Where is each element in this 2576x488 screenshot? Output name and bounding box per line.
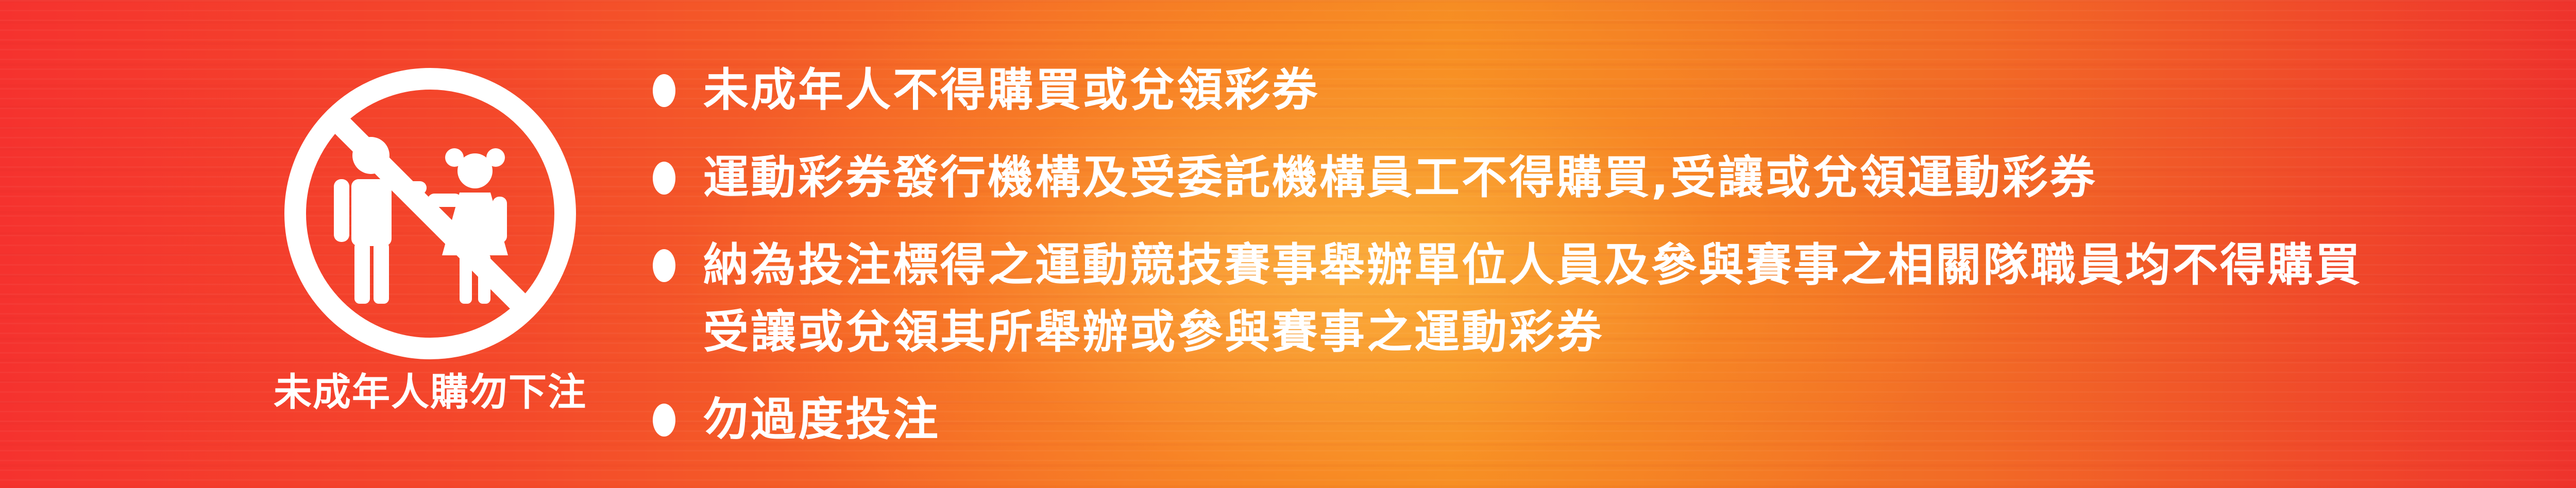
rule-text: 受讓或兌領其所舉辦或參與賽事之運動彩券 [703, 305, 1604, 358]
emblem-caption: 未成年人購勿下注 [274, 370, 587, 414]
rule-item: 勿過度投注 [647, 386, 2576, 453]
bullet-icon [653, 249, 675, 282]
rule-item: 運動彩券發行機構及受委託機構員工不得購買,受讓或兌領運動彩券 [647, 144, 2576, 211]
rule-item: 未成年人不得購買或兌領彩券 [647, 57, 2576, 124]
rule-text: 未成年人不得購買或兌領彩券 [703, 63, 1320, 116]
bullet-icon [653, 404, 675, 437]
rule-item: 納為投注標得之運動競技賽事舉辦單位人員及參與賽事之相關隊職員均不得購買 受讓或兌… [647, 232, 2576, 365]
rule-text: 運動彩券發行機構及受委託機構員工不得購買,受讓或兌領運動彩券 [703, 151, 2097, 204]
no-children-icon [278, 62, 582, 365]
bullet-icon [653, 74, 675, 107]
rules-list: 未成年人不得購買或兌領彩券 運動彩券發行機構及受委託機構員工不得購買,受讓或兌領… [647, 57, 2576, 453]
bullet-icon [653, 162, 675, 195]
rule-text: 納為投注標得之運動競技賽事舉辦單位人員及參與賽事之相關隊職員均不得購買 [703, 238, 2363, 291]
rule-text: 勿過度投注 [703, 393, 941, 446]
